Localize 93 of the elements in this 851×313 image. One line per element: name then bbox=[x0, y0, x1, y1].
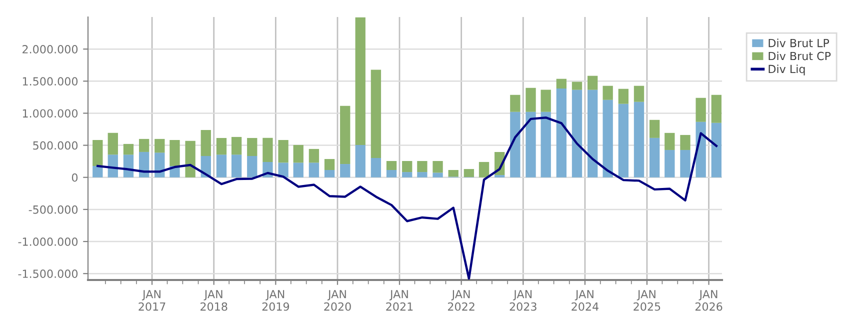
x-tick-label: JAN 2022 bbox=[448, 290, 474, 311]
bar bbox=[572, 90, 582, 178]
bar bbox=[588, 90, 598, 178]
bar bbox=[231, 136, 242, 155]
bar bbox=[340, 164, 350, 178]
bar bbox=[278, 162, 288, 178]
bar bbox=[432, 161, 443, 173]
bar bbox=[308, 148, 320, 163]
bar bbox=[402, 172, 412, 178]
bar bbox=[138, 138, 150, 152]
bar bbox=[556, 88, 567, 178]
bar bbox=[402, 161, 412, 172]
x-tick-label: JAN 2020 bbox=[324, 290, 351, 311]
bar bbox=[618, 104, 628, 178]
bar bbox=[417, 161, 428, 172]
bar bbox=[108, 154, 118, 178]
bar bbox=[432, 172, 443, 178]
bar bbox=[278, 140, 288, 163]
bar bbox=[650, 138, 660, 178]
bar bbox=[108, 132, 118, 155]
y-tick-label: 500.000 bbox=[33, 141, 78, 150]
bar bbox=[370, 158, 382, 178]
y-tick-label: -500.000 bbox=[28, 205, 78, 214]
bar bbox=[200, 130, 211, 156]
bar bbox=[231, 154, 242, 178]
bar bbox=[588, 76, 598, 90]
legend-label: Div Liq bbox=[768, 64, 805, 76]
bar bbox=[464, 169, 474, 178]
bar bbox=[355, 17, 366, 145]
bar bbox=[185, 140, 196, 178]
bar bbox=[247, 138, 258, 156]
bar bbox=[170, 140, 180, 166]
bar bbox=[526, 112, 536, 178]
bar bbox=[711, 122, 722, 178]
bar bbox=[634, 86, 644, 102]
bar bbox=[324, 170, 335, 178]
bar bbox=[386, 170, 397, 178]
bar bbox=[664, 150, 675, 178]
x-tick-label: JAN 2019 bbox=[262, 290, 290, 311]
x-tick-label: JAN 2023 bbox=[510, 290, 536, 311]
y-tick-label: -1.500.000 bbox=[18, 270, 78, 278]
bar bbox=[448, 170, 458, 177]
bar bbox=[602, 100, 613, 178]
bar bbox=[618, 88, 628, 104]
bar bbox=[340, 106, 350, 164]
x-tick-label: JAN 2026 bbox=[695, 290, 722, 311]
bar bbox=[247, 156, 258, 178]
bar bbox=[123, 144, 134, 155]
bar bbox=[324, 159, 335, 170]
y-tick-label: 1.500.000 bbox=[22, 77, 78, 86]
bar bbox=[355, 144, 366, 178]
bar bbox=[216, 154, 227, 178]
bar bbox=[680, 134, 690, 150]
bar bbox=[293, 162, 304, 178]
bar bbox=[293, 144, 304, 163]
bar bbox=[510, 94, 520, 112]
y-tick-label: 2.000.000 bbox=[22, 45, 78, 54]
bar bbox=[123, 154, 134, 178]
x-tick-label: JAN 2017 bbox=[138, 290, 166, 311]
bar bbox=[634, 102, 644, 178]
bar bbox=[386, 161, 397, 170]
y-tick-label: -1.000.000 bbox=[18, 237, 78, 246]
bar bbox=[526, 88, 536, 112]
bar bbox=[650, 120, 660, 138]
bar bbox=[92, 166, 103, 178]
bar bbox=[308, 162, 320, 178]
x-tick-label: JAN 2024 bbox=[572, 290, 598, 311]
bar bbox=[370, 70, 382, 158]
y-tick-label: 1.000.000 bbox=[22, 109, 78, 118]
x-tick-label: JAN 2018 bbox=[200, 290, 228, 311]
line-series bbox=[96, 116, 718, 280]
bar bbox=[138, 152, 150, 178]
bar bbox=[478, 162, 490, 178]
bar bbox=[154, 138, 165, 153]
bar bbox=[92, 140, 103, 166]
x-tick-label: JAN 2021 bbox=[386, 290, 413, 311]
y-tick-label: 0 bbox=[72, 173, 78, 182]
bar bbox=[711, 94, 722, 123]
bar bbox=[262, 138, 273, 162]
bar bbox=[664, 132, 675, 150]
bar bbox=[602, 86, 613, 100]
bar bbox=[572, 82, 582, 90]
bar bbox=[216, 138, 227, 155]
bar bbox=[417, 172, 428, 178]
x-tick-label: JAN 2025 bbox=[634, 290, 660, 311]
bar bbox=[556, 78, 567, 89]
bar bbox=[696, 98, 706, 122]
bar bbox=[680, 150, 690, 178]
legend-label: Div Brut CP bbox=[768, 52, 831, 60]
bar bbox=[510, 112, 520, 178]
bar bbox=[540, 112, 551, 178]
bar bbox=[540, 90, 551, 112]
legend-label: Div Brut LP bbox=[768, 38, 830, 48]
